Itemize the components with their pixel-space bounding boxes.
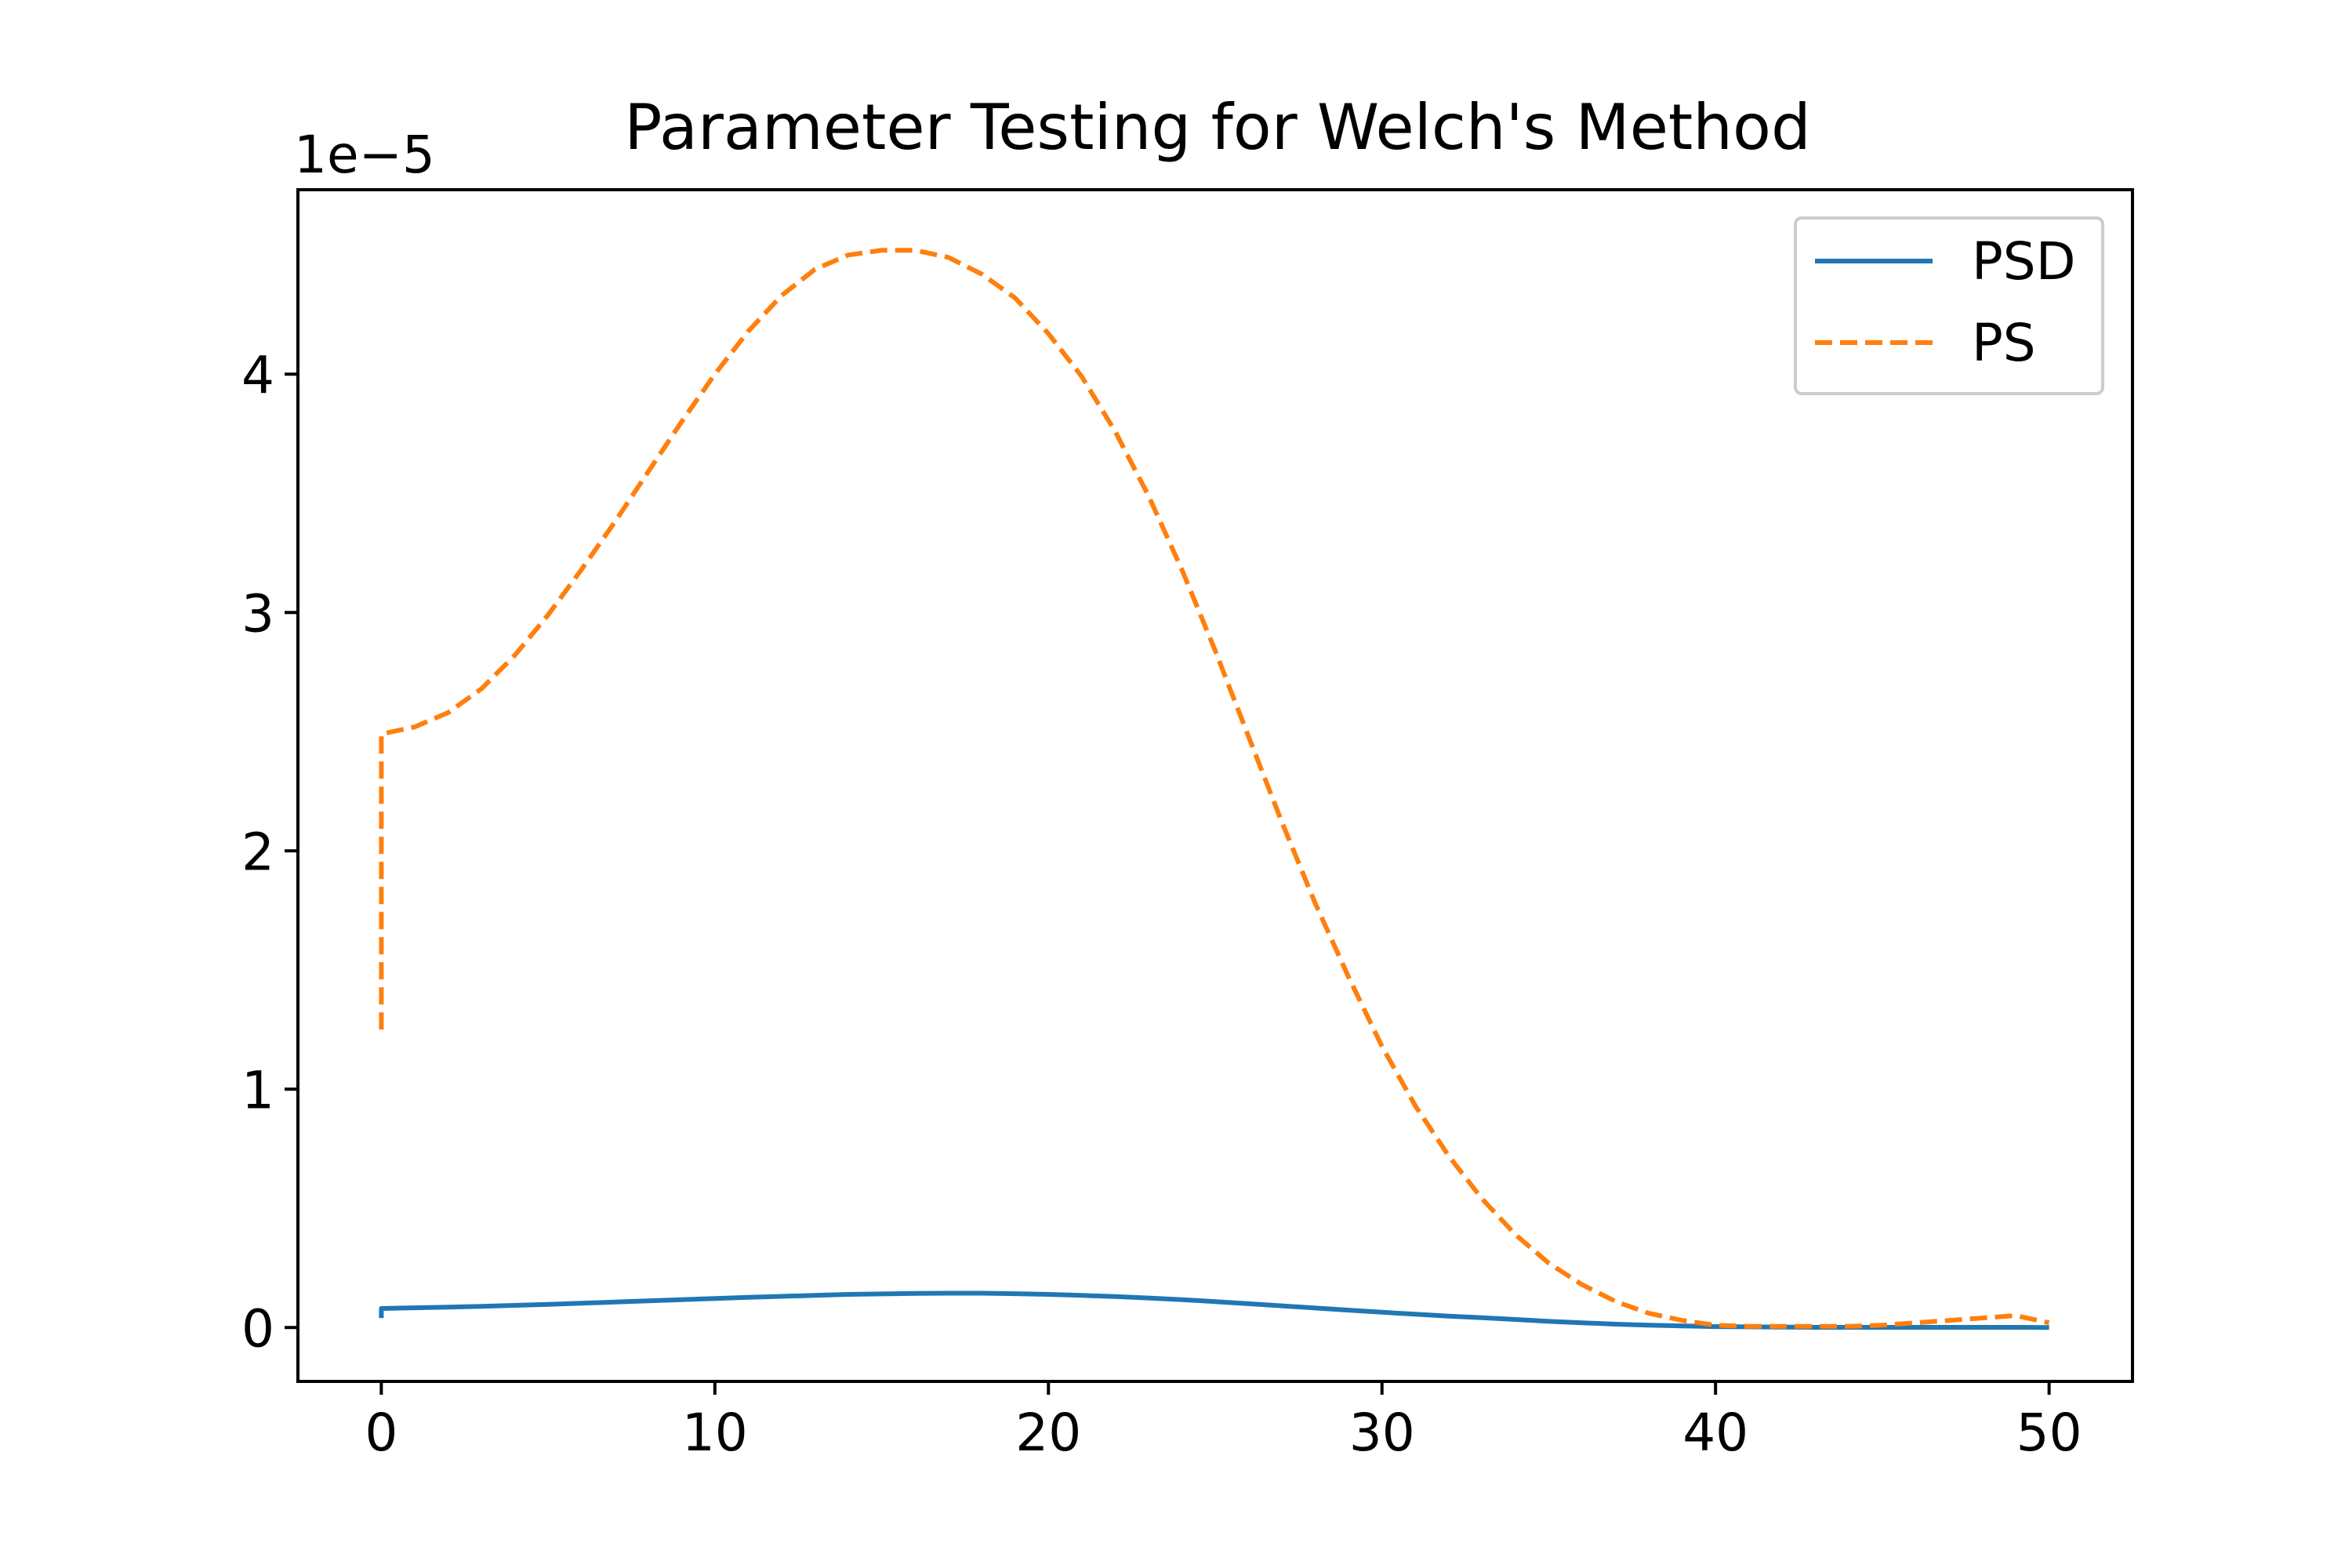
x-tick-label: 10: [682, 1403, 748, 1463]
y-tick-label: 4: [241, 345, 274, 405]
y-axis: 0 1 2 3 4: [241, 345, 298, 1359]
x-tick-label: 50: [2016, 1403, 2082, 1463]
y-tick-label: 3: [241, 583, 274, 644]
legend-label-ps: PS: [1972, 313, 2036, 373]
x-tick-label: 20: [1015, 1403, 1081, 1463]
legend-label-psd: PSD: [1972, 231, 2076, 292]
axes-frame: [296, 188, 2134, 1383]
x-tick-label: 30: [1349, 1403, 1415, 1463]
legend: PSD PS: [1794, 216, 2104, 395]
series-line-psd: [379, 1290, 2049, 1330]
x-tick-label: 0: [365, 1403, 397, 1463]
plot-area: [379, 248, 2050, 1330]
y-tick-label: 0: [241, 1298, 274, 1359]
y-axis-offset-label: 1e−5: [294, 125, 435, 185]
y-tick-label: 1: [241, 1060, 274, 1120]
chart-title: Parameter Testing for Welch's Method: [624, 91, 1810, 164]
x-tick-label: 40: [1682, 1403, 1748, 1463]
y-tick-label: 2: [241, 822, 274, 882]
x-axis: 0 10 20 30 40 50: [365, 1381, 2082, 1463]
